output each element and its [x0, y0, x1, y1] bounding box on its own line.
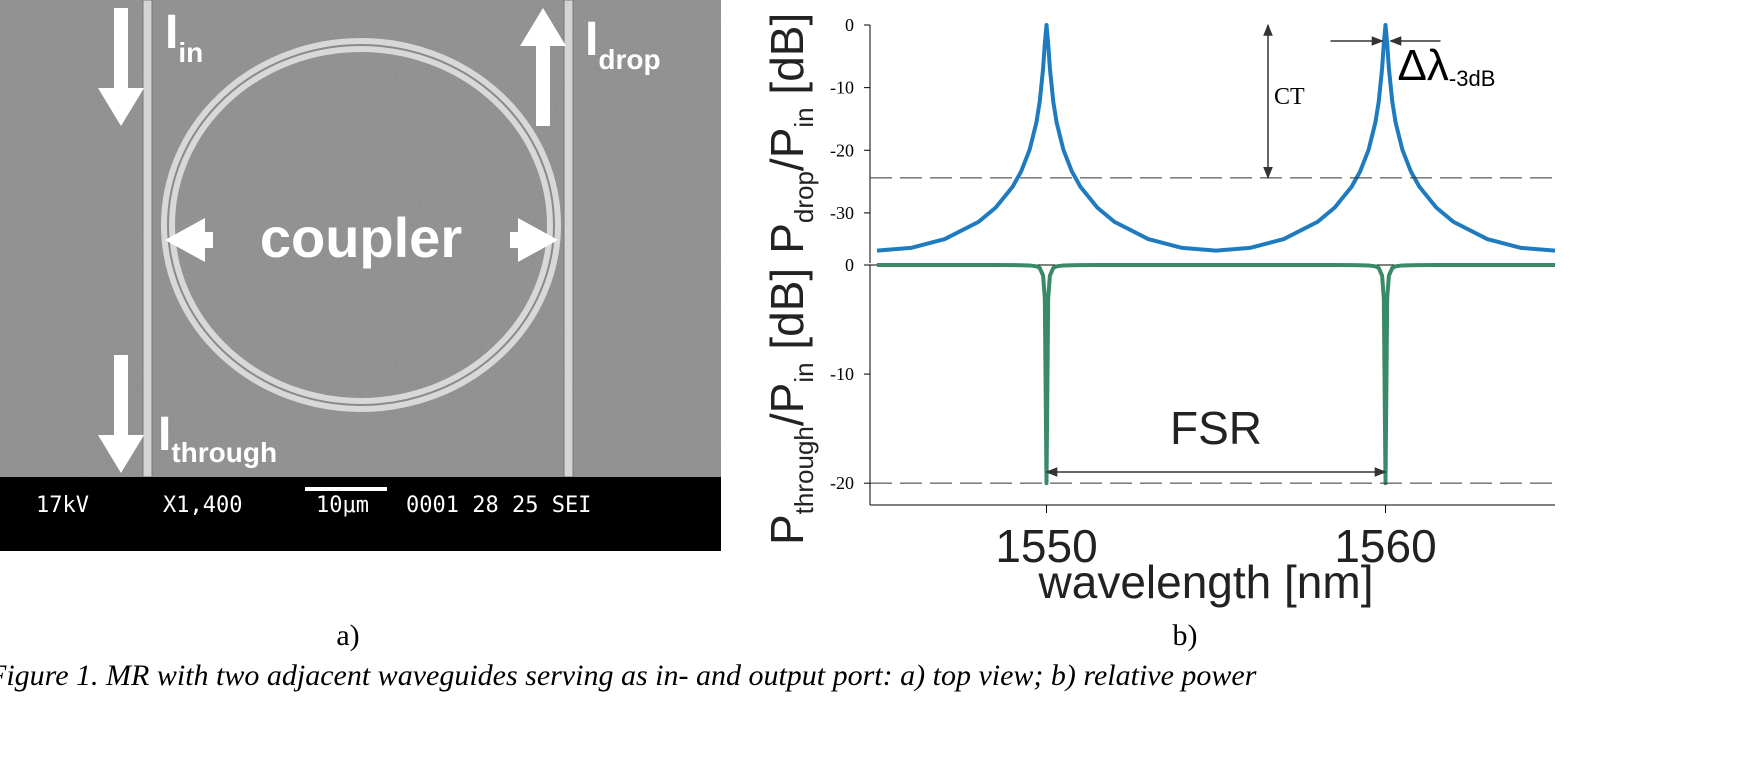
through-label: Ithrough: [158, 408, 277, 468]
panel-a-label: a): [336, 619, 359, 652]
sem-scale: 10μm: [316, 493, 369, 518]
sem-kv: 17kV: [36, 493, 89, 518]
y-tick-label: -20: [830, 473, 854, 493]
y-label-part: [dB]: [761, 268, 813, 363]
drop-label: Idrop: [585, 13, 661, 75]
y-label-part: [dB]: [761, 13, 813, 108]
y-label-sub: drop: [789, 171, 819, 223]
y-tick-label: 0: [845, 255, 854, 275]
caption: Figure 1. MR with two adjacent waveguide…: [0, 659, 1257, 692]
y-label-sub: through: [789, 426, 819, 514]
y-label-part: P: [761, 223, 813, 254]
bw-label: Δλ-3dB: [1398, 41, 1496, 91]
sem-id: 0001 28 25 SEI: [406, 493, 591, 518]
in-label: Iin: [165, 6, 203, 68]
y-label-part: P: [761, 514, 813, 545]
sem-image: Iin Idrop coupler Ithrough 17kV X1,400 1…: [0, 0, 721, 551]
data-line: [876, 23, 1556, 253]
data-line: [877, 263, 1555, 486]
panel-b-label: b): [1173, 619, 1198, 652]
y-label-sub: in: [789, 362, 819, 382]
sem-mag: X1,400: [163, 493, 242, 518]
coupler-label: coupler: [260, 206, 462, 269]
fsr-label: FSR: [1170, 402, 1262, 454]
y-tick-label: -20: [830, 140, 854, 160]
y-label-part: /P: [761, 383, 813, 426]
y-label-part: /P: [761, 128, 813, 171]
plot: 0 -10 -20 -30 CT Δλ-3dB 0 -10 -20 1550 1560wavelen…: [761, 13, 1556, 608]
y-tick-label: -30: [830, 203, 854, 223]
y-tick-label: -10: [830, 364, 854, 384]
y-tick-label: -10: [830, 78, 854, 98]
y-label-sub: in: [789, 107, 819, 127]
x-tick-label: 1560: [1334, 520, 1436, 572]
x-axis-label: wavelength [nm]: [1038, 556, 1374, 608]
ct-label: CT: [1274, 84, 1305, 110]
x-tick-label: 1550: [995, 520, 1097, 572]
y-tick-label: 0: [845, 15, 854, 35]
bw-subscript: -3dB: [1449, 66, 1495, 91]
y-axis-label: Pthrough/Pin [dB]Pdrop/Pin [dB]: [761, 13, 819, 545]
bw-symbol: Δλ: [1398, 41, 1449, 90]
